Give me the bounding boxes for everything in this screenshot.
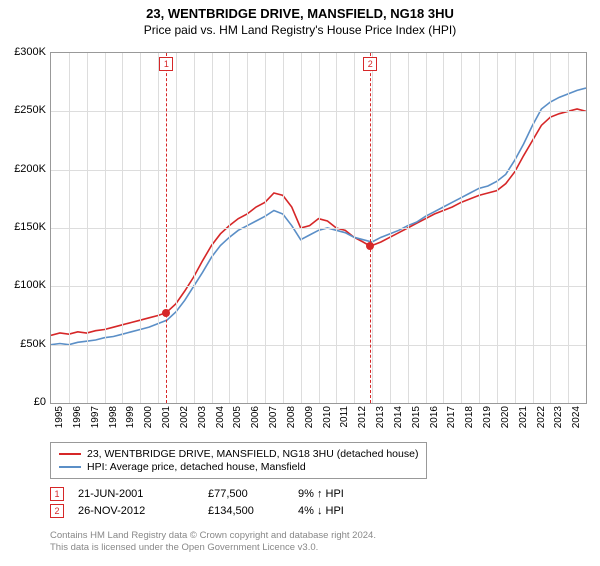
grid-v	[568, 53, 569, 403]
xtick-label: 2014	[393, 406, 404, 428]
xtick-label: 2007	[268, 406, 279, 428]
xtick-label: 2013	[375, 406, 386, 428]
event-diff: 4% ↓ HPI	[298, 505, 344, 517]
event-row: 1 21-JUN-2001£77,5009% ↑ HPI	[50, 487, 344, 501]
xtick-label: 2022	[536, 406, 547, 428]
xtick-label: 2002	[179, 406, 190, 428]
xtick-label: 2019	[482, 406, 493, 428]
xtick-label: 2001	[161, 406, 172, 428]
event-diff: 9% ↑ HPI	[298, 488, 344, 500]
footer-line1: Contains HM Land Registry data © Crown c…	[50, 530, 376, 542]
ytick-label: £50K	[20, 338, 46, 350]
grid-v	[176, 53, 177, 403]
xtick-label: 2015	[411, 406, 422, 428]
xtick-label: 2003	[197, 406, 208, 428]
event-price: £77,500	[208, 488, 298, 500]
plot-area: 12	[50, 52, 587, 404]
legend-label: 23, WENTBRIDGE DRIVE, MANSFIELD, NG18 3H…	[87, 448, 418, 460]
xtick-label: 1995	[54, 406, 65, 428]
legend-row: HPI: Average price, detached house, Mans…	[59, 461, 418, 473]
event-date: 26-NOV-2012	[78, 505, 208, 517]
chart-subtitle: Price paid vs. HM Land Registry's House …	[0, 23, 600, 37]
grid-v	[497, 53, 498, 403]
xtick-label: 2009	[304, 406, 315, 428]
event-vline	[166, 53, 167, 403]
events-table: 1 21-JUN-2001£77,5009% ↑ HPI 2 26-NOV-2012£…	[50, 484, 344, 521]
grid-v	[426, 53, 427, 403]
grid-v	[408, 53, 409, 403]
xtick-label: 1997	[90, 406, 101, 428]
xtick-label: 2004	[215, 406, 226, 428]
xtick-label: 1998	[108, 406, 119, 428]
grid-v	[283, 53, 284, 403]
grid-v	[443, 53, 444, 403]
xtick-label: 2017	[446, 406, 457, 428]
legend-swatch	[59, 453, 81, 455]
xtick-label: 2012	[357, 406, 368, 428]
legend: 23, WENTBRIDGE DRIVE, MANSFIELD, NG18 3H…	[50, 442, 427, 479]
xtick-label: 2020	[500, 406, 511, 428]
ytick-label: £300K	[14, 46, 46, 58]
grid-v	[105, 53, 106, 403]
grid-v	[336, 53, 337, 403]
event-vline	[370, 53, 371, 403]
xtick-label: 2011	[339, 406, 350, 428]
grid-v	[301, 53, 302, 403]
xtick-label: 2023	[553, 406, 564, 428]
event-date: 21-JUN-2001	[78, 488, 208, 500]
grid-v	[515, 53, 516, 403]
grid-v	[158, 53, 159, 403]
grid-v	[212, 53, 213, 403]
event-point	[366, 242, 374, 250]
grid-v	[533, 53, 534, 403]
grid-v	[550, 53, 551, 403]
event-price: £134,500	[208, 505, 298, 517]
footer-line2: This data is licensed under the Open Gov…	[50, 542, 376, 554]
grid-v	[69, 53, 70, 403]
xtick-label: 2010	[322, 406, 333, 428]
ytick-label: £100K	[14, 279, 46, 291]
grid-v	[354, 53, 355, 403]
grid-v	[122, 53, 123, 403]
grid-v	[87, 53, 88, 403]
ytick-label: £0	[34, 396, 46, 408]
event-row-marker: 1	[50, 487, 64, 501]
xtick-label: 2021	[518, 406, 529, 428]
chart-title: 23, WENTBRIDGE DRIVE, MANSFIELD, NG18 3H…	[0, 6, 600, 21]
grid-v	[479, 53, 480, 403]
xtick-label: 1999	[125, 406, 136, 428]
xtick-label: 2005	[232, 406, 243, 428]
legend-row: 23, WENTBRIDGE DRIVE, MANSFIELD, NG18 3H…	[59, 448, 418, 460]
legend-swatch	[59, 466, 81, 468]
event-point	[162, 309, 170, 317]
legend-label: HPI: Average price, detached house, Mans…	[87, 461, 306, 473]
grid-v	[247, 53, 248, 403]
grid-v	[229, 53, 230, 403]
event-row: 2 26-NOV-2012£134,5004% ↓ HPI	[50, 504, 344, 518]
grid-v	[461, 53, 462, 403]
xtick-label: 2000	[143, 406, 154, 428]
grid-v	[390, 53, 391, 403]
event-row-marker: 2	[50, 504, 64, 518]
grid-v	[140, 53, 141, 403]
grid-v	[319, 53, 320, 403]
grid-v	[194, 53, 195, 403]
xtick-label: 1996	[72, 406, 83, 428]
footer-attribution: Contains HM Land Registry data © Crown c…	[50, 530, 376, 554]
xtick-label: 2024	[571, 406, 582, 428]
xtick-label: 2016	[429, 406, 440, 428]
xtick-label: 2006	[250, 406, 261, 428]
event-marker-1: 1	[159, 57, 173, 71]
grid-v	[265, 53, 266, 403]
xtick-label: 2008	[286, 406, 297, 428]
ytick-label: £200K	[14, 163, 46, 175]
xtick-label: 2018	[464, 406, 475, 428]
grid-v	[372, 53, 373, 403]
ytick-label: £250K	[14, 104, 46, 116]
event-marker-2: 2	[363, 57, 377, 71]
ytick-label: £150K	[14, 221, 46, 233]
